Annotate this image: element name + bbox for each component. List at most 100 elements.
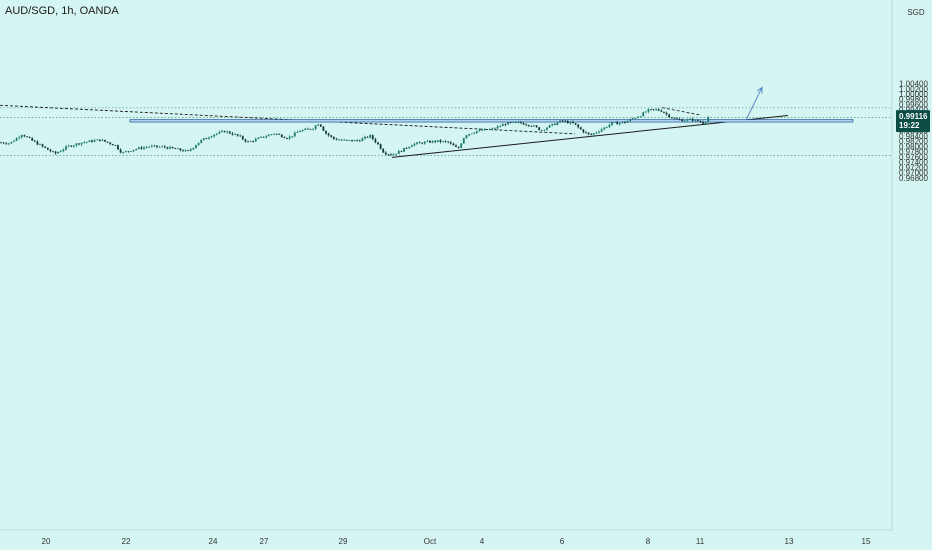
candle-body bbox=[676, 118, 678, 120]
y-tick-label: 0.97400 bbox=[899, 158, 928, 167]
candle-body bbox=[200, 139, 203, 143]
candle-body bbox=[592, 133, 595, 135]
candle-body bbox=[117, 145, 119, 150]
candle-body bbox=[387, 154, 390, 156]
candle-body bbox=[239, 135, 242, 137]
candle-body bbox=[273, 133, 275, 135]
candle-body bbox=[439, 140, 442, 142]
candle-body bbox=[572, 121, 574, 124]
candle-body bbox=[514, 122, 517, 123]
candle-body bbox=[231, 133, 234, 135]
candle-body bbox=[390, 154, 392, 156]
candle-body bbox=[353, 140, 356, 142]
candle-body bbox=[184, 150, 187, 152]
candle-body bbox=[322, 126, 325, 131]
candle-body bbox=[689, 118, 691, 120]
candle-body bbox=[683, 120, 686, 122]
candle-body bbox=[49, 149, 52, 152]
candle-body bbox=[384, 152, 387, 155]
candle-body bbox=[608, 124, 611, 128]
candle-body bbox=[153, 145, 156, 147]
candle-body bbox=[104, 139, 106, 142]
candle-body bbox=[546, 127, 548, 130]
x-tick-label: 27 bbox=[260, 537, 269, 546]
candle-body bbox=[468, 134, 470, 136]
candle-body bbox=[374, 139, 377, 143]
candle-body bbox=[707, 117, 710, 122]
candle-body bbox=[371, 135, 374, 140]
y-tick-label: 0.97600 bbox=[899, 153, 928, 162]
candle-body bbox=[140, 147, 143, 149]
candle-body bbox=[634, 118, 637, 119]
horizontal-lines bbox=[0, 107, 892, 156]
candle-body bbox=[325, 130, 327, 134]
candle-body bbox=[574, 123, 577, 125]
candle-body bbox=[101, 139, 104, 141]
candle-body bbox=[124, 151, 127, 153]
candle-body bbox=[288, 136, 291, 139]
candle-body bbox=[486, 129, 489, 130]
candle-body bbox=[561, 120, 564, 122]
candle-body bbox=[52, 151, 54, 153]
candle-body bbox=[275, 133, 278, 135]
candle-body bbox=[28, 136, 31, 138]
y-tick-label: 0.98200 bbox=[899, 137, 928, 146]
candle-body bbox=[5, 143, 8, 145]
candle-body bbox=[447, 141, 450, 143]
candle-body bbox=[187, 150, 190, 151]
candle-body bbox=[36, 141, 39, 145]
candle-body bbox=[114, 145, 117, 146]
candle-body bbox=[20, 135, 23, 138]
candle-body bbox=[405, 147, 408, 149]
candle-body bbox=[293, 132, 296, 137]
candle-body bbox=[65, 146, 67, 150]
candle-body bbox=[234, 134, 236, 135]
candle-body bbox=[135, 148, 138, 150]
candle-body bbox=[46, 147, 49, 150]
candle-body bbox=[197, 142, 200, 146]
candle-body bbox=[215, 133, 218, 135]
candle-body bbox=[491, 128, 494, 130]
candle-body bbox=[358, 140, 361, 142]
candle-body bbox=[304, 128, 307, 130]
candle-body bbox=[429, 140, 431, 143]
candle-body bbox=[226, 131, 229, 133]
candle-body bbox=[652, 109, 655, 110]
arrow-head bbox=[756, 86, 763, 94]
candle-body bbox=[148, 146, 151, 148]
candle-body bbox=[2, 142, 5, 144]
x-tick-label: 15 bbox=[862, 537, 871, 546]
candle-body bbox=[434, 140, 437, 142]
candle-body bbox=[166, 147, 169, 149]
y-tick-label: 0.97800 bbox=[899, 148, 928, 157]
candle-body bbox=[655, 109, 658, 111]
candle-body bbox=[182, 150, 184, 152]
candle-body bbox=[91, 140, 93, 142]
candle-body bbox=[189, 149, 192, 151]
candle-body bbox=[564, 120, 567, 122]
candle-body bbox=[598, 131, 600, 133]
candle-body bbox=[681, 119, 684, 122]
candle-body bbox=[319, 124, 322, 127]
candle-body bbox=[522, 123, 525, 125]
candle-body bbox=[75, 143, 78, 146]
candle-body bbox=[400, 150, 403, 152]
candle-body bbox=[351, 140, 353, 142]
candle-body bbox=[488, 129, 491, 131]
candle-body bbox=[39, 144, 41, 146]
candle-body bbox=[538, 127, 541, 131]
candle-body bbox=[132, 149, 135, 152]
candle-body bbox=[686, 119, 689, 121]
candle-body bbox=[644, 111, 647, 113]
candle-body bbox=[80, 142, 83, 145]
candle-body bbox=[210, 136, 213, 138]
candle-body bbox=[106, 141, 109, 143]
chart-title: AUD/SGD, 1h, OANDA bbox=[5, 5, 119, 17]
price-axis: SGD1.004001.002001.000000.998000.996000.… bbox=[891, 0, 928, 530]
candle-body bbox=[122, 152, 125, 153]
candle-body bbox=[379, 144, 382, 149]
candle-body bbox=[13, 140, 15, 142]
candle-body bbox=[473, 132, 476, 134]
y-tick-label: 0.97200 bbox=[899, 163, 928, 172]
